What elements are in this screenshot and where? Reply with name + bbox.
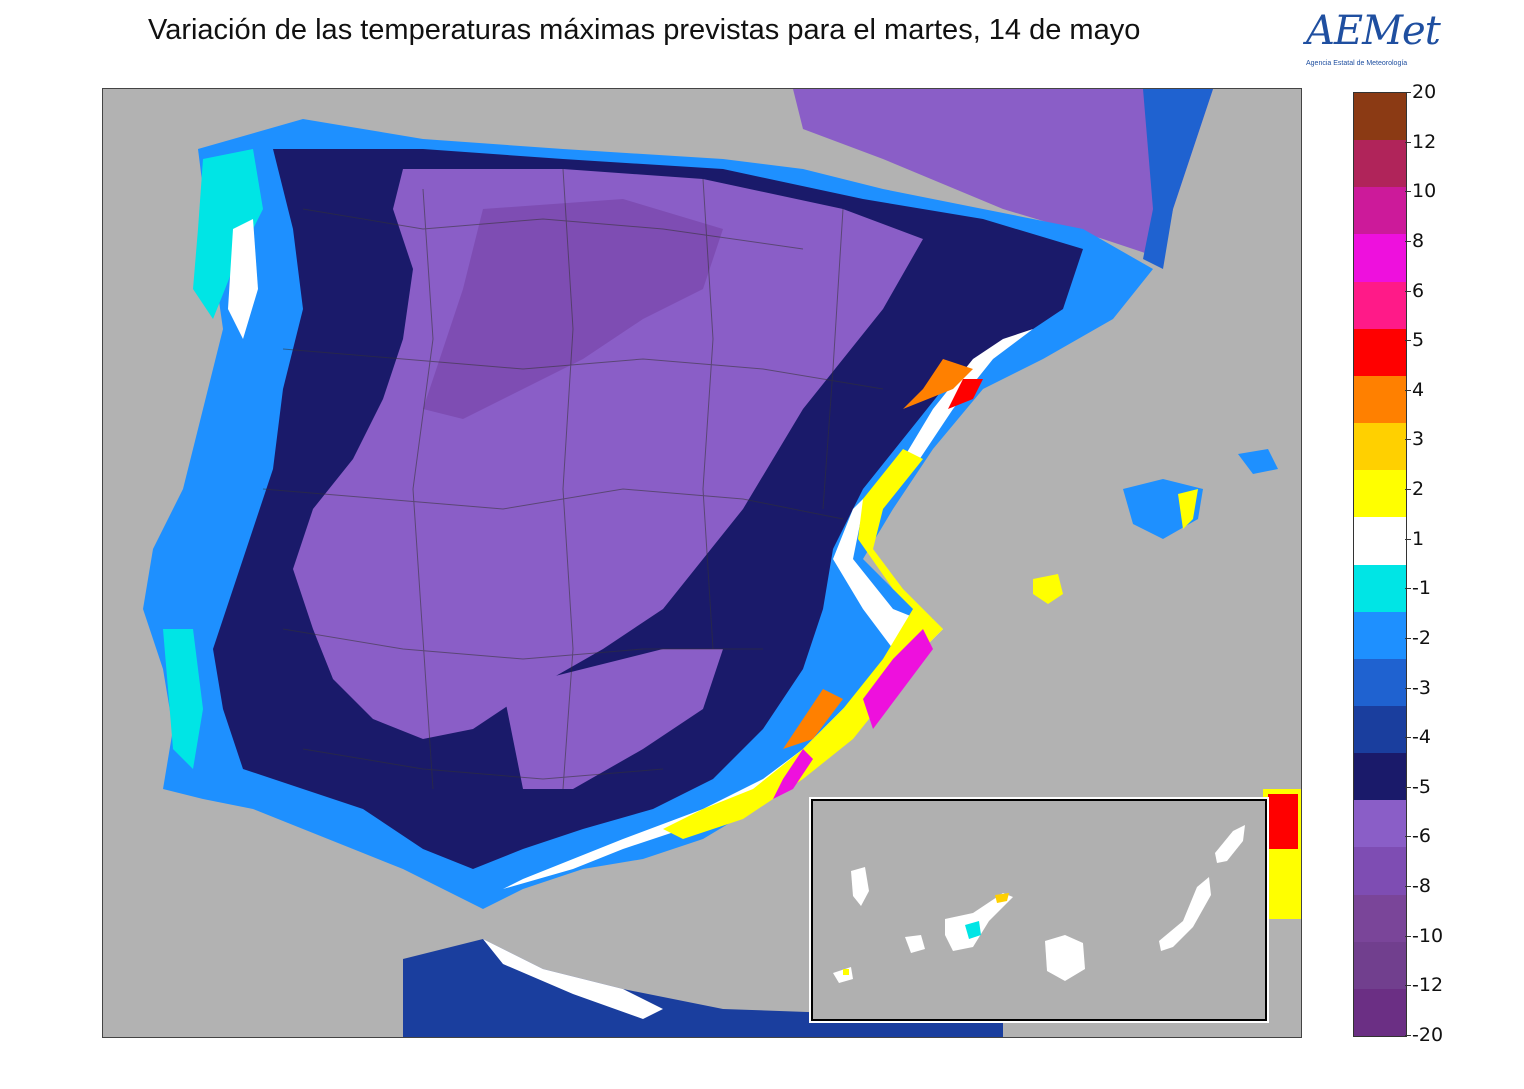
legend-label: -2 <box>1412 626 1431 649</box>
legend-label: 5 <box>1412 329 1425 352</box>
ibiza <box>1033 574 1063 604</box>
aemet-logo: AEMet Agencia Estatal de Meteorología <box>1300 8 1441 70</box>
legend-label: 20 <box>1412 81 1437 103</box>
legend-tick <box>1405 637 1411 639</box>
legend-swatch <box>1354 517 1406 565</box>
portugal-cyan <box>163 629 203 769</box>
legend-tick <box>1405 240 1411 242</box>
legend-swatch <box>1354 423 1406 471</box>
legend-label: 1 <box>1412 527 1425 550</box>
legend-tick <box>1405 886 1411 888</box>
france-coast-band <box>1143 89 1213 269</box>
legend-label: 8 <box>1412 229 1425 252</box>
legend-swatch <box>1354 140 1406 188</box>
legend-label: -5 <box>1412 775 1431 798</box>
mallorca-warm <box>1178 489 1198 529</box>
province-borders <box>262 168 884 790</box>
legend-colorbar <box>1353 92 1407 1037</box>
legend-label: -6 <box>1412 825 1431 848</box>
east-coast-yellow <box>663 449 943 839</box>
legend-tick <box>1405 786 1411 788</box>
legend-swatch <box>1354 328 1406 377</box>
lanzarote <box>1215 825 1245 863</box>
legend-tick <box>1405 389 1411 391</box>
legend-tick <box>1405 141 1411 143</box>
legend-tick <box>1405 340 1411 342</box>
france-land <box>793 89 1213 259</box>
canary-islands-inset <box>811 799 1267 1021</box>
map-title: Variación de las temperaturas máximas pr… <box>148 14 1141 46</box>
legend-tick <box>1405 985 1411 987</box>
legend-label: -8 <box>1412 875 1431 898</box>
legend-swatch <box>1354 658 1406 707</box>
legend-swatch <box>1354 894 1406 943</box>
la-gomera <box>905 935 925 953</box>
legend-label: -4 <box>1412 726 1431 749</box>
legend-label: -12 <box>1412 974 1444 997</box>
legend-label: -20 <box>1412 1024 1444 1046</box>
aemet-logo-text: AEMet <box>1306 8 1441 54</box>
alicante-hot <box>773 629 933 799</box>
menorca <box>1238 449 1278 474</box>
africa-coast <box>483 939 663 1019</box>
galicia-cyan <box>193 149 263 319</box>
legend-swatch <box>1354 941 1406 990</box>
africa-land <box>403 939 1003 1037</box>
legend-label: -10 <box>1412 924 1444 947</box>
canary-islands-svg <box>833 825 1245 983</box>
legend-tick <box>1405 92 1411 93</box>
legend-tick <box>1405 737 1411 739</box>
iberia-map-svg <box>143 89 1301 1037</box>
legend-swatch <box>1354 564 1406 613</box>
legend-tick <box>1405 687 1411 689</box>
legend-tick <box>1405 935 1411 937</box>
legend-swatch <box>1354 187 1406 235</box>
legend-swatch <box>1354 800 1406 848</box>
legend-label: 2 <box>1412 478 1425 501</box>
legend-swatch <box>1354 847 1406 896</box>
legend-tick <box>1405 1035 1411 1036</box>
legend-swatch <box>1354 753 1406 801</box>
legend-tick <box>1405 191 1411 193</box>
legend-swatch <box>1354 375 1406 424</box>
legend-label: 3 <box>1412 428 1425 451</box>
aemet-logo-subtitle: Agencia Estatal de Meteorología <box>1306 60 1408 67</box>
el-hierro-warm <box>843 969 849 975</box>
temperature-map <box>102 88 1302 1038</box>
iberia-interior <box>293 169 923 739</box>
legend-label: 4 <box>1412 378 1425 401</box>
legend-tick <box>1405 290 1411 292</box>
tenerife-yellow <box>995 893 1009 903</box>
gran-canaria <box>1045 935 1085 981</box>
legend-swatch <box>1354 234 1406 283</box>
legend-tick <box>1405 588 1411 590</box>
valencia-red <box>948 379 983 409</box>
la-palma <box>851 867 869 906</box>
legend-swatch <box>1354 93 1406 141</box>
legend-tick <box>1405 836 1411 838</box>
legend-swatch <box>1354 611 1406 660</box>
legend-tick <box>1405 489 1411 491</box>
legend-label: -3 <box>1412 676 1431 699</box>
legend-swatch <box>1354 705 1406 754</box>
iberia-interior-south <box>503 649 723 789</box>
legend-label: 6 <box>1412 279 1425 302</box>
fuerteventura <box>1159 877 1211 951</box>
legend-label: 12 <box>1412 130 1437 153</box>
legend-swatch <box>1354 470 1406 518</box>
canary-strip-red <box>1268 794 1298 849</box>
legend-label: 10 <box>1412 180 1437 203</box>
legend-tick <box>1405 439 1411 441</box>
legend-swatch <box>1354 988 1406 1037</box>
galicia-white <box>228 219 258 339</box>
legend-swatch <box>1354 281 1406 330</box>
iberia-interior-dark <box>423 199 723 419</box>
tenerife-cyan <box>965 921 981 939</box>
legend-tick <box>1405 538 1411 540</box>
legend-label: -1 <box>1412 577 1431 600</box>
